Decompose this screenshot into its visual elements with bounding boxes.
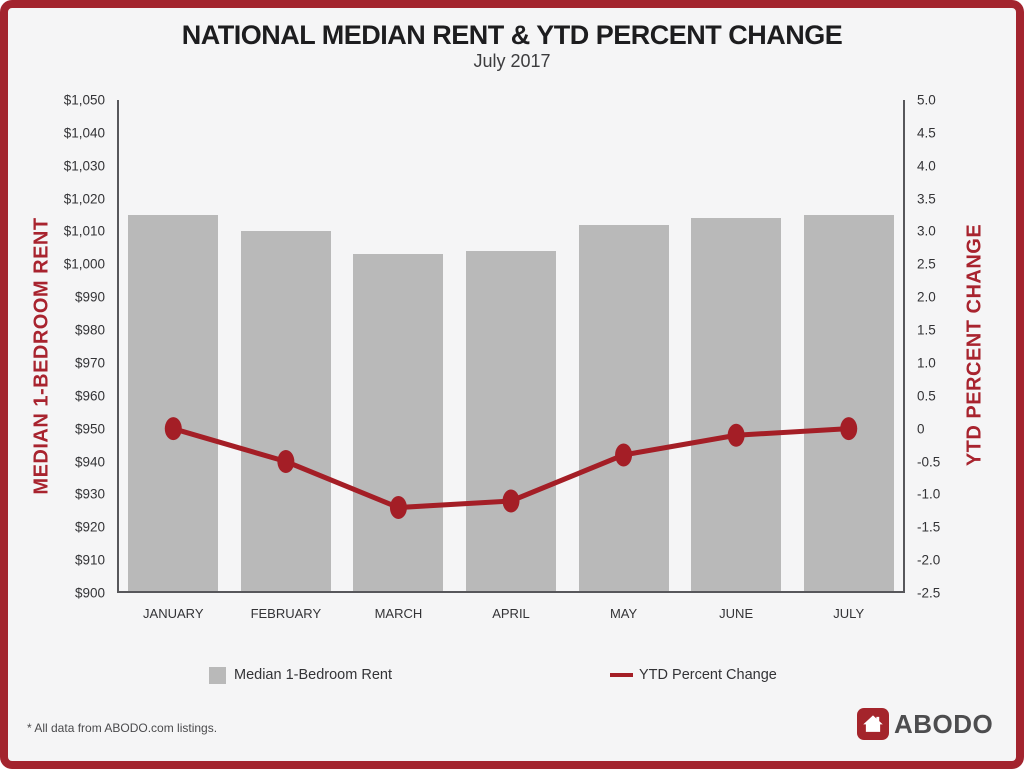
left-axis-tick: $910: [74, 552, 105, 568]
right-axis-ticks: 5.0 4.5 4.0 3.5 3.0 2.5 2.0 1.5 1.0 0.5 0 -0.5 -1.0 -…: [917, 93, 977, 601]
right-axis-tick: 1.5: [917, 322, 936, 338]
right-axis-tick: 1.0: [917, 355, 936, 371]
ytd-line-swatch-icon: [610, 673, 633, 677]
point-april: [502, 489, 520, 513]
left-axis-tick: $1,050: [63, 92, 105, 108]
right-axis-tick: -0.5: [917, 454, 941, 470]
right-axis-tick: 3.0: [917, 223, 936, 239]
point-january: [164, 417, 182, 441]
left-axis-tick: $1,030: [63, 158, 105, 174]
bar-may: [578, 224, 669, 592]
left-axis-tick: $970: [74, 355, 105, 371]
legend-item-ytd: YTD Percent Change: [610, 664, 777, 686]
right-axis-tick: 3.5: [917, 191, 936, 207]
x-axis-labels: JANUARY FEBRUARY MARCH APRIL MAY JUNE JULY: [117, 606, 905, 626]
page-subtitle: July 2017: [473, 51, 551, 71]
right-axis-tick: 4.5: [917, 125, 936, 141]
x-label-may: MAY: [609, 606, 638, 621]
house-icon: [857, 708, 889, 740]
right-axis-tick: -1.0: [917, 486, 941, 502]
left-axis-ticks: $1,050 $1,040 $1,030 $1,020 $1,010 $1,000 $990…: [0, 93, 105, 601]
left-axis-tick: $1,000: [63, 256, 105, 272]
right-axis-tick: 2.5: [917, 256, 936, 272]
bar-february: [240, 231, 331, 592]
right-axis-tick: 4.0: [917, 158, 936, 174]
bar-june: [691, 218, 782, 592]
right-axis-tick: -2.0: [917, 552, 941, 568]
left-axis-tick: $930: [74, 486, 105, 502]
point-july: [840, 417, 858, 441]
right-axis-tick: -2.5: [917, 585, 941, 601]
right-axis-tick: -1.5: [917, 519, 941, 535]
x-label-january: JANUARY: [143, 606, 204, 621]
right-axis-tick: 0.5: [917, 388, 936, 404]
left-axis-tick: $920: [74, 519, 105, 535]
point-june: [727, 423, 745, 447]
left-axis-tick: $1,040: [63, 125, 105, 141]
point-february: [277, 450, 295, 474]
abodo-logo: ABODO: [857, 708, 993, 740]
abodo-logo-text: ABODO: [894, 708, 994, 739]
bar-july: [803, 215, 894, 592]
legend-ytd-label: YTD Percent Change: [639, 667, 777, 683]
point-march: [389, 496, 407, 520]
left-axis-tick: $950: [74, 421, 105, 437]
plot-area: [117, 100, 905, 593]
left-axis-tick: $990: [74, 289, 105, 305]
right-axis-tick: 5.0: [917, 92, 936, 108]
page-title: NATIONAL MEDIAN RENT & YTD PERCENT CHANG…: [181, 20, 843, 50]
legend-rent-label: Median 1-Bedroom Rent: [234, 667, 392, 683]
x-label-june: JUNE: [719, 606, 754, 621]
bar-march: [353, 254, 444, 592]
source-note: * All data from ABODO.com listings.: [27, 721, 218, 735]
left-axis-tick: $1,010: [63, 223, 105, 239]
x-label-march: MARCH: [374, 606, 423, 621]
x-label-july: JULY: [833, 606, 865, 621]
right-axis-tick: 2.0: [917, 289, 936, 305]
left-axis-tick: $1,020: [63, 191, 105, 207]
left-axis-tick: $960: [74, 388, 105, 404]
left-axis-tick: $900: [74, 585, 105, 601]
legend-item-rent: Median 1-Bedroom Rent: [209, 664, 392, 686]
left-axis-tick: $940: [74, 454, 105, 470]
bar-april: [466, 251, 556, 592]
left-axis-tick: $980: [74, 322, 105, 338]
right-axis-tick: 0: [917, 421, 925, 437]
bar-january: [128, 215, 219, 592]
x-label-april: APRIL: [492, 606, 530, 621]
rent-swatch-icon: [209, 666, 226, 684]
x-label-february: FEBRUARY: [250, 606, 322, 621]
point-may: [615, 443, 633, 467]
